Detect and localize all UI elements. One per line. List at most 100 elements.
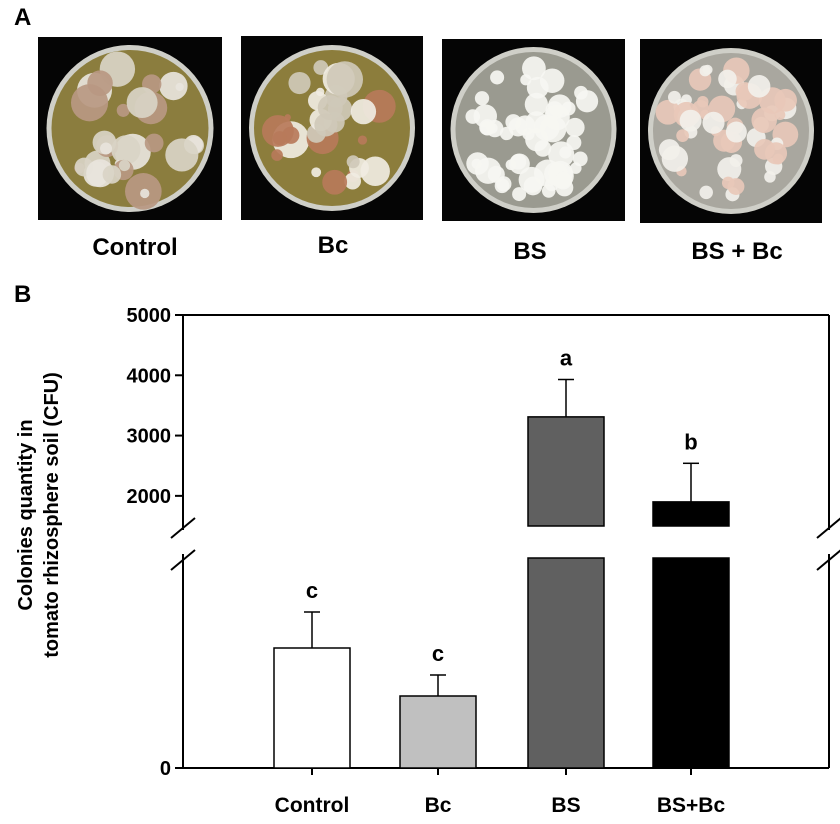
bar-1	[399, 695, 477, 769]
colony	[116, 103, 130, 117]
colony	[288, 71, 311, 95]
bar-0	[273, 647, 351, 769]
colony	[655, 99, 681, 125]
colony	[727, 178, 745, 195]
y-tick-label: 4000	[127, 365, 172, 387]
colony	[126, 87, 158, 119]
axis-break-mark-right	[816, 517, 840, 539]
colony	[518, 166, 545, 193]
colony	[565, 117, 585, 138]
colony	[764, 171, 776, 183]
colony	[679, 109, 702, 132]
colony	[118, 159, 131, 172]
colony	[474, 91, 490, 106]
axis-break-mark-left	[170, 549, 196, 571]
colony	[357, 135, 368, 145]
colony	[346, 155, 360, 169]
colony	[272, 131, 287, 146]
panel-b-label: B	[14, 281, 32, 308]
axis-break-mark-right	[816, 549, 840, 571]
y-axis-title: tomato rhizosphere soil (CFU)	[41, 372, 63, 658]
colony	[699, 65, 711, 77]
colony	[747, 75, 771, 98]
bar-3-lower	[652, 557, 730, 769]
colony	[326, 61, 364, 98]
y-tick-label: 2000	[127, 486, 172, 508]
colony	[140, 188, 150, 199]
colony	[676, 129, 689, 142]
colony	[559, 146, 572, 159]
panel-a-label: A	[14, 4, 32, 31]
significance-letter: b	[684, 429, 697, 454]
colony	[102, 165, 122, 184]
colony	[87, 70, 113, 96]
petri-plate-bs	[442, 39, 625, 221]
significance-letter: c	[432, 641, 444, 666]
colony	[572, 151, 588, 167]
colony	[479, 119, 496, 136]
colony	[539, 68, 565, 93]
colony	[144, 133, 164, 153]
colony	[165, 138, 199, 172]
colony	[539, 115, 567, 143]
colony	[475, 157, 502, 184]
colony	[725, 121, 747, 143]
colony	[322, 169, 348, 195]
petri-plate-bs-bc	[640, 39, 822, 223]
colony	[751, 107, 777, 134]
colony	[699, 185, 713, 200]
bar-2-lower	[527, 557, 605, 769]
x-category-label: Bc	[425, 794, 452, 817]
colony	[668, 90, 681, 104]
colony	[512, 187, 527, 202]
colony	[754, 138, 775, 160]
y-axis-title: Colonies quantity in	[15, 419, 37, 610]
colony	[316, 87, 325, 97]
petri-plate-control	[38, 37, 222, 220]
colony	[774, 109, 786, 121]
x-category-label: BS+Bc	[657, 794, 726, 817]
colony	[658, 139, 680, 161]
plate-caption-bs-bc: BS + Bc	[691, 238, 783, 265]
axis-break-mark-left	[170, 517, 196, 539]
bar-3-upper	[652, 501, 730, 527]
plate-caption-control: Control	[92, 234, 178, 261]
colony	[311, 167, 322, 178]
colony	[505, 159, 517, 171]
colony	[774, 88, 797, 112]
significance-letter: a	[560, 346, 573, 371]
colony	[522, 56, 546, 81]
colony	[554, 171, 573, 190]
x-category-label: Control	[275, 794, 350, 817]
colony	[100, 142, 113, 155]
colony	[702, 111, 725, 134]
colony	[314, 113, 338, 137]
colony	[566, 135, 582, 151]
colony	[499, 126, 514, 141]
plate-caption-bc: Bc	[317, 232, 349, 259]
colony	[697, 95, 709, 108]
colony	[494, 178, 510, 194]
colony	[271, 149, 283, 161]
bar-2-upper	[527, 416, 605, 527]
colony	[465, 109, 481, 124]
colony	[490, 70, 505, 85]
petri-plate-bc	[241, 36, 423, 220]
colony	[524, 92, 548, 116]
y-tick-label: 5000	[127, 305, 172, 327]
colony	[717, 157, 742, 182]
y-tick-label: 3000	[127, 426, 172, 448]
colony	[350, 98, 377, 125]
colony	[313, 60, 329, 75]
significance-letter: c	[306, 578, 318, 603]
x-category-label: BS	[551, 794, 580, 817]
colony	[508, 117, 528, 137]
colony	[541, 184, 556, 198]
plate-caption-bs: BS	[513, 238, 547, 265]
colony	[574, 85, 588, 100]
colony	[534, 140, 552, 157]
colony	[718, 69, 737, 89]
colony	[159, 71, 188, 101]
colony	[111, 135, 141, 165]
